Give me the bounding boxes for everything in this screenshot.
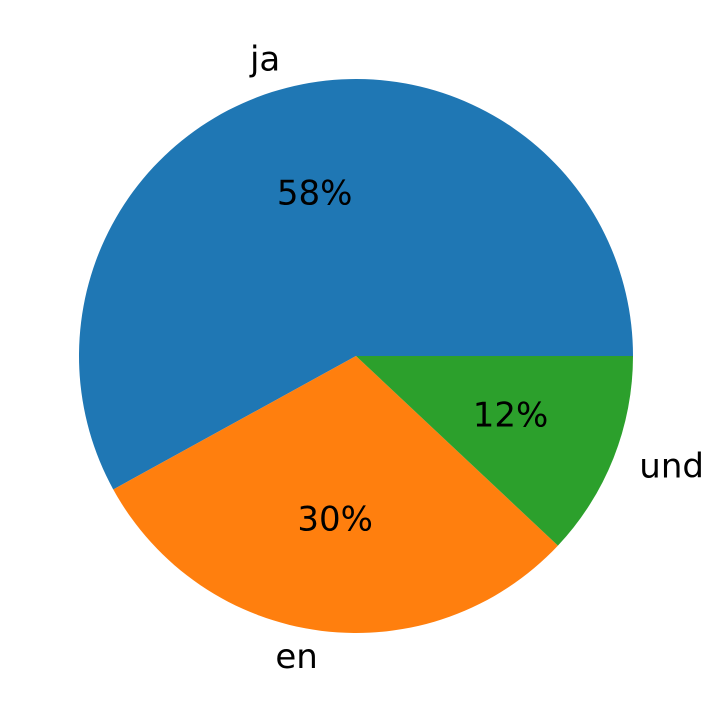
category-label: ja [249,39,280,79]
pie-slice [113,356,558,633]
category-label: und [639,447,704,487]
pie-slice [356,356,633,546]
value-label: 58% [277,174,353,214]
pie-slice [78,78,633,490]
category-label: en [275,637,317,677]
value-label: 12% [473,396,549,436]
value-label: 30% [297,499,373,539]
